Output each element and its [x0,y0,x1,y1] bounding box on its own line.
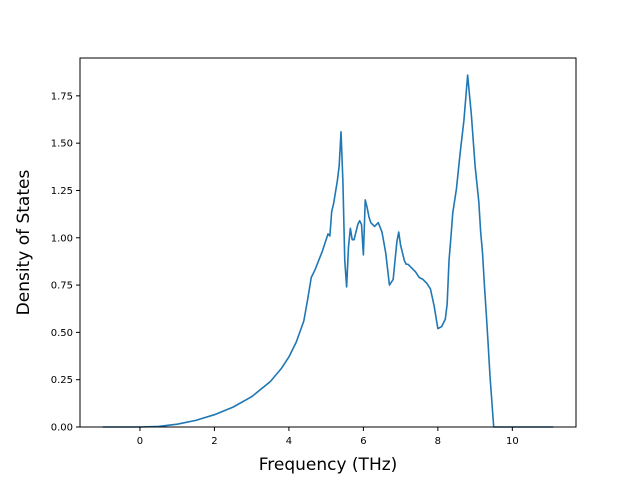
y-tick-label: 0.25 [51,375,73,386]
y-tick-label: 0.50 [51,328,73,339]
x-tick-label: 6 [360,436,366,447]
x-tick-label: 10 [506,436,519,447]
y-tick-label: 1.75 [51,91,73,102]
y-tick-label: 0.00 [51,423,73,434]
x-tick-label: 2 [211,436,217,447]
y-tick-label: 0.75 [51,281,73,292]
x-axis-label: Frequency (THz) [259,455,398,475]
y-tick-label: 1.25 [51,186,73,197]
x-tick-label: 8 [435,436,441,447]
x-tick-label: 0 [137,436,143,447]
y-axis-label: Density of States [14,170,34,316]
y-tick-label: 1.50 [51,139,73,150]
y-tick-label: 1.00 [51,233,73,244]
x-tick-label: 4 [286,436,292,447]
